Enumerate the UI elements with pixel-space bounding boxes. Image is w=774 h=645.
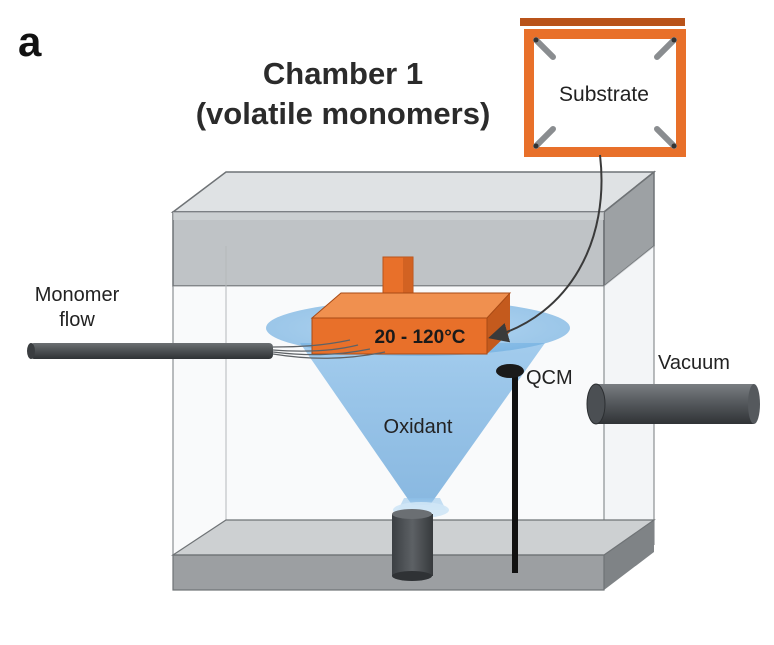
heated-stage: 20 - 120°C [310,292,512,355]
qcm-label: QCM [526,367,573,389]
substrate-placement-arrow [488,154,603,343]
monomer-flow-label-line2: flow [59,309,95,331]
panel-label: a [18,18,42,65]
chamber-subtitle: (volatile monomers) [196,96,491,131]
monomer-flow-label-line1: Monomer [35,284,120,306]
vacuum-pipe [586,383,760,425]
chamber-bottom-plate [173,555,604,590]
substrate-holder: Substrate [520,18,686,157]
chamber-title: Chamber 1 [263,56,423,91]
vacuum-label: Vacuum [658,352,730,374]
oxidant-cone [300,343,545,505]
oxidant-source-nozzle [392,498,449,581]
chamber-top-plate-top [173,172,654,212]
substrate-label: Substrate [559,83,649,106]
monomer-inlet-pipe [27,339,386,359]
substrate-frame [524,29,686,157]
chamber-top-plate [173,212,604,286]
oxidant-label: Oxidant [384,416,453,438]
substrate-top-bar [520,18,685,26]
temperature-label: 20 - 120°C [374,327,465,348]
qcm-sensor [496,364,524,573]
